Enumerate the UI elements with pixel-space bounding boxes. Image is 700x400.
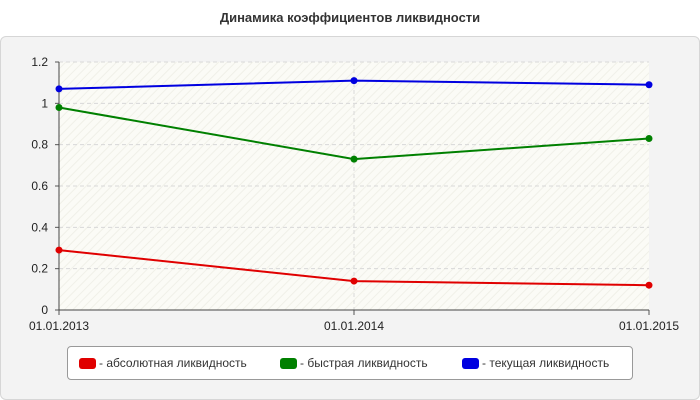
x-tick-label: 01.01.2014 <box>324 319 384 333</box>
x-tick-label: 01.01.2015 <box>619 319 679 333</box>
axes <box>55 61 650 315</box>
series-lines <box>55 77 653 289</box>
y-tick-label: 0.8 <box>31 138 48 152</box>
legend-label-absolute: - абсолютная ликвидность <box>99 356 247 370</box>
legend-label-quick: - быстрая ликвидность <box>300 356 428 370</box>
legend-swatch-red <box>79 357 96 369</box>
data-point <box>645 281 653 289</box>
legend-label-current: - текущая ликвидность <box>482 356 610 370</box>
legend-item-quick: - быстрая ликвидность <box>280 347 428 379</box>
y-tick-label: 0.2 <box>31 262 48 276</box>
data-point <box>350 155 358 163</box>
data-point <box>55 85 63 93</box>
legend-swatch-green <box>280 357 297 369</box>
y-tick-label: 0.4 <box>31 220 48 234</box>
data-point <box>55 103 63 111</box>
y-tick-label: 1.2 <box>31 55 48 69</box>
legend-swatch-blue <box>462 357 479 369</box>
x-tick-label: 01.01.2013 <box>29 319 89 333</box>
legend-item-absolute: - абсолютная ликвидность <box>79 347 247 379</box>
tick-labels: 0 0.2 0.4 0.6 0.8 1 1.2 01.01.2013 01.01.2014 01.… <box>29 55 679 333</box>
data-point <box>55 246 63 254</box>
chart-title: Динамика коэффициентов ликвидности <box>219 10 481 25</box>
data-point <box>645 134 653 142</box>
data-point <box>350 277 358 285</box>
y-tick-label: 0.6 <box>31 179 48 193</box>
y-tick-label: 1 <box>41 96 48 110</box>
data-point <box>645 81 653 89</box>
legend-item-current: - текущая ликвидность <box>462 347 609 379</box>
y-tick-label: 0 <box>41 303 48 317</box>
data-point <box>350 77 358 85</box>
legend: - абсолютная ликвидность - быстрая ликви… <box>67 346 633 380</box>
